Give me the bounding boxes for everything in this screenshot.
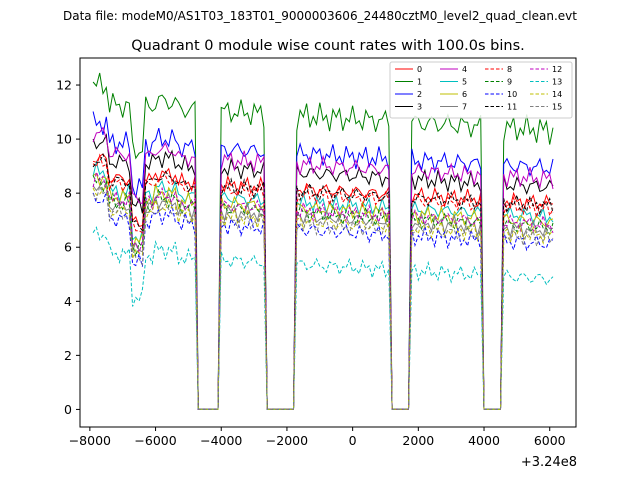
x-tick-label: 6000 [534,433,566,448]
series-line-14 [92,185,554,410]
y-tick-label: 0 [64,402,72,417]
series-line-1 [92,72,554,410]
legend-label: 12 [552,65,562,74]
series-line-12 [92,170,554,410]
series-line-6 [92,172,554,410]
series-line-7 [92,181,554,410]
x-axis: −8000 −6000 −4000 −2000 0 2000 4000 6000 [69,427,566,448]
x-tick-label: 4000 [468,433,500,448]
legend-label: 6 [462,90,467,99]
legend-label: 11 [507,103,517,112]
y-tick-label: 10 [56,132,72,147]
legend-label: 0 [417,65,422,74]
series-layer [92,72,554,410]
x-offset-label: +3.24e8 [521,455,577,470]
series-line-10 [92,191,554,410]
legend-label: 2 [417,90,422,99]
y-tick-label: 4 [64,294,72,309]
y-tick-label: 6 [64,240,72,255]
legend-label: 7 [462,103,467,112]
legend-box [389,61,573,119]
x-tick-label: −2000 [266,433,308,448]
legend-label: 3 [417,103,422,112]
series-line-3 [92,133,554,410]
series-line-2 [92,111,554,410]
legend-label: 10 [507,90,517,99]
chart-title: Quadrant 0 module wise count rates with … [131,38,525,54]
figure-suptitle: Data file: modeM0/AS1T03_183T01_90000036… [63,9,577,23]
legend-label: 9 [507,78,512,87]
series-line-8 [92,153,554,410]
y-tick-label: 12 [56,78,72,93]
legend-label: 1 [417,78,422,87]
x-tick-label: −4000 [200,433,242,448]
series-line-11 [92,152,554,410]
legend-label: 14 [552,90,562,99]
legend-label: 5 [462,78,467,87]
x-tick-label: −6000 [134,433,176,448]
legend-label: 4 [462,65,467,74]
series-line-4 [92,126,554,410]
x-tick-label: 0 [349,433,357,448]
legend-label: 8 [507,65,512,74]
legend-label: 15 [552,103,562,112]
y-axis: 0 2 4 6 8 10 12 [56,78,80,417]
plot-frame [79,57,577,428]
x-tick-label: 2000 [402,433,434,448]
series-line-13 [92,226,554,410]
y-tick-label: 2 [64,348,72,363]
y-tick-label: 8 [64,186,72,201]
x-tick-label: −8000 [69,433,111,448]
legend-label: 13 [552,78,562,87]
